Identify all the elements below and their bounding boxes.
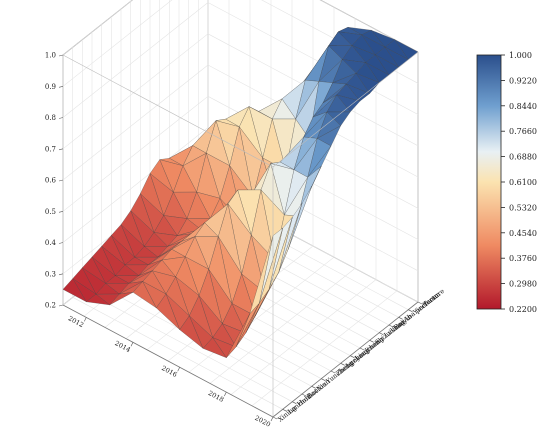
surface-facet [179, 315, 204, 349]
colorbar-tick-label: 0.8440 [509, 102, 537, 111]
surface-facet [62, 278, 87, 303]
z-axis-ticks: 0.2 0.3 0.4 0.5 0.6 0.7 0.8 0.9 1.0 [45, 52, 64, 310]
colorbar-tick-label: 0.6100 [509, 178, 537, 187]
colorbar-tick-label: 0.4540 [509, 229, 537, 238]
x-tick-label: 2020 [253, 414, 271, 429]
x-tick-label: 2014 [113, 339, 131, 354]
z-tick-label: 0.3 [45, 270, 56, 278]
x-tick-label: 2018 [207, 389, 225, 404]
surface-facet [202, 337, 227, 359]
colorbar-tick-label: 1.000 [509, 51, 532, 60]
x-tick-label: 2012 [67, 314, 85, 329]
z-tick-label: 0.8 [45, 114, 56, 122]
colorbar-tick-label: 0.2980 [509, 280, 537, 289]
colorbar-tick-label: 0.7660 [509, 127, 537, 136]
z-tick-label: 0.4 [45, 239, 57, 247]
z-tick-label: 0.6 [45, 177, 57, 185]
y-tick-label: Xining [276, 404, 298, 423]
z-tick-label: 0.7 [45, 145, 56, 153]
z-tick-label: 0.5 [45, 208, 56, 216]
colorbar-gradient [476, 54, 502, 310]
colorbar-tick-label: 0.2200 [509, 305, 537, 314]
colorbar-ticks: 1.000 0.9220 0.8440 0.7660 0.6880 0.6100 0.532… [501, 51, 537, 314]
surface-facet [226, 313, 250, 358]
surface-facet [85, 293, 111, 306]
surface-facet [132, 281, 157, 309]
z-tick-label: 0.2 [45, 302, 56, 310]
z-tick-label: 0.9 [45, 83, 56, 91]
z-tick-label: 1.0 [45, 52, 56, 60]
surface-facet [109, 292, 134, 306]
surface-facet [249, 235, 274, 315]
x-tick-label: 2016 [160, 364, 178, 379]
colorbar-tick-label: 0.3760 [509, 254, 537, 263]
surface-mesh [62, 26, 419, 359]
colorbar-tick-label: 0.9220 [509, 76, 537, 85]
colorbar-tick-label: 0.6880 [509, 153, 537, 162]
axis-box-front [62, 51, 419, 418]
surface-facet [156, 293, 180, 330]
colorbar-tick-label: 0.5320 [509, 203, 537, 212]
colorbar: 1.000 0.9220 0.8440 0.7660 0.6880 0.6100 0.532… [476, 51, 537, 314]
